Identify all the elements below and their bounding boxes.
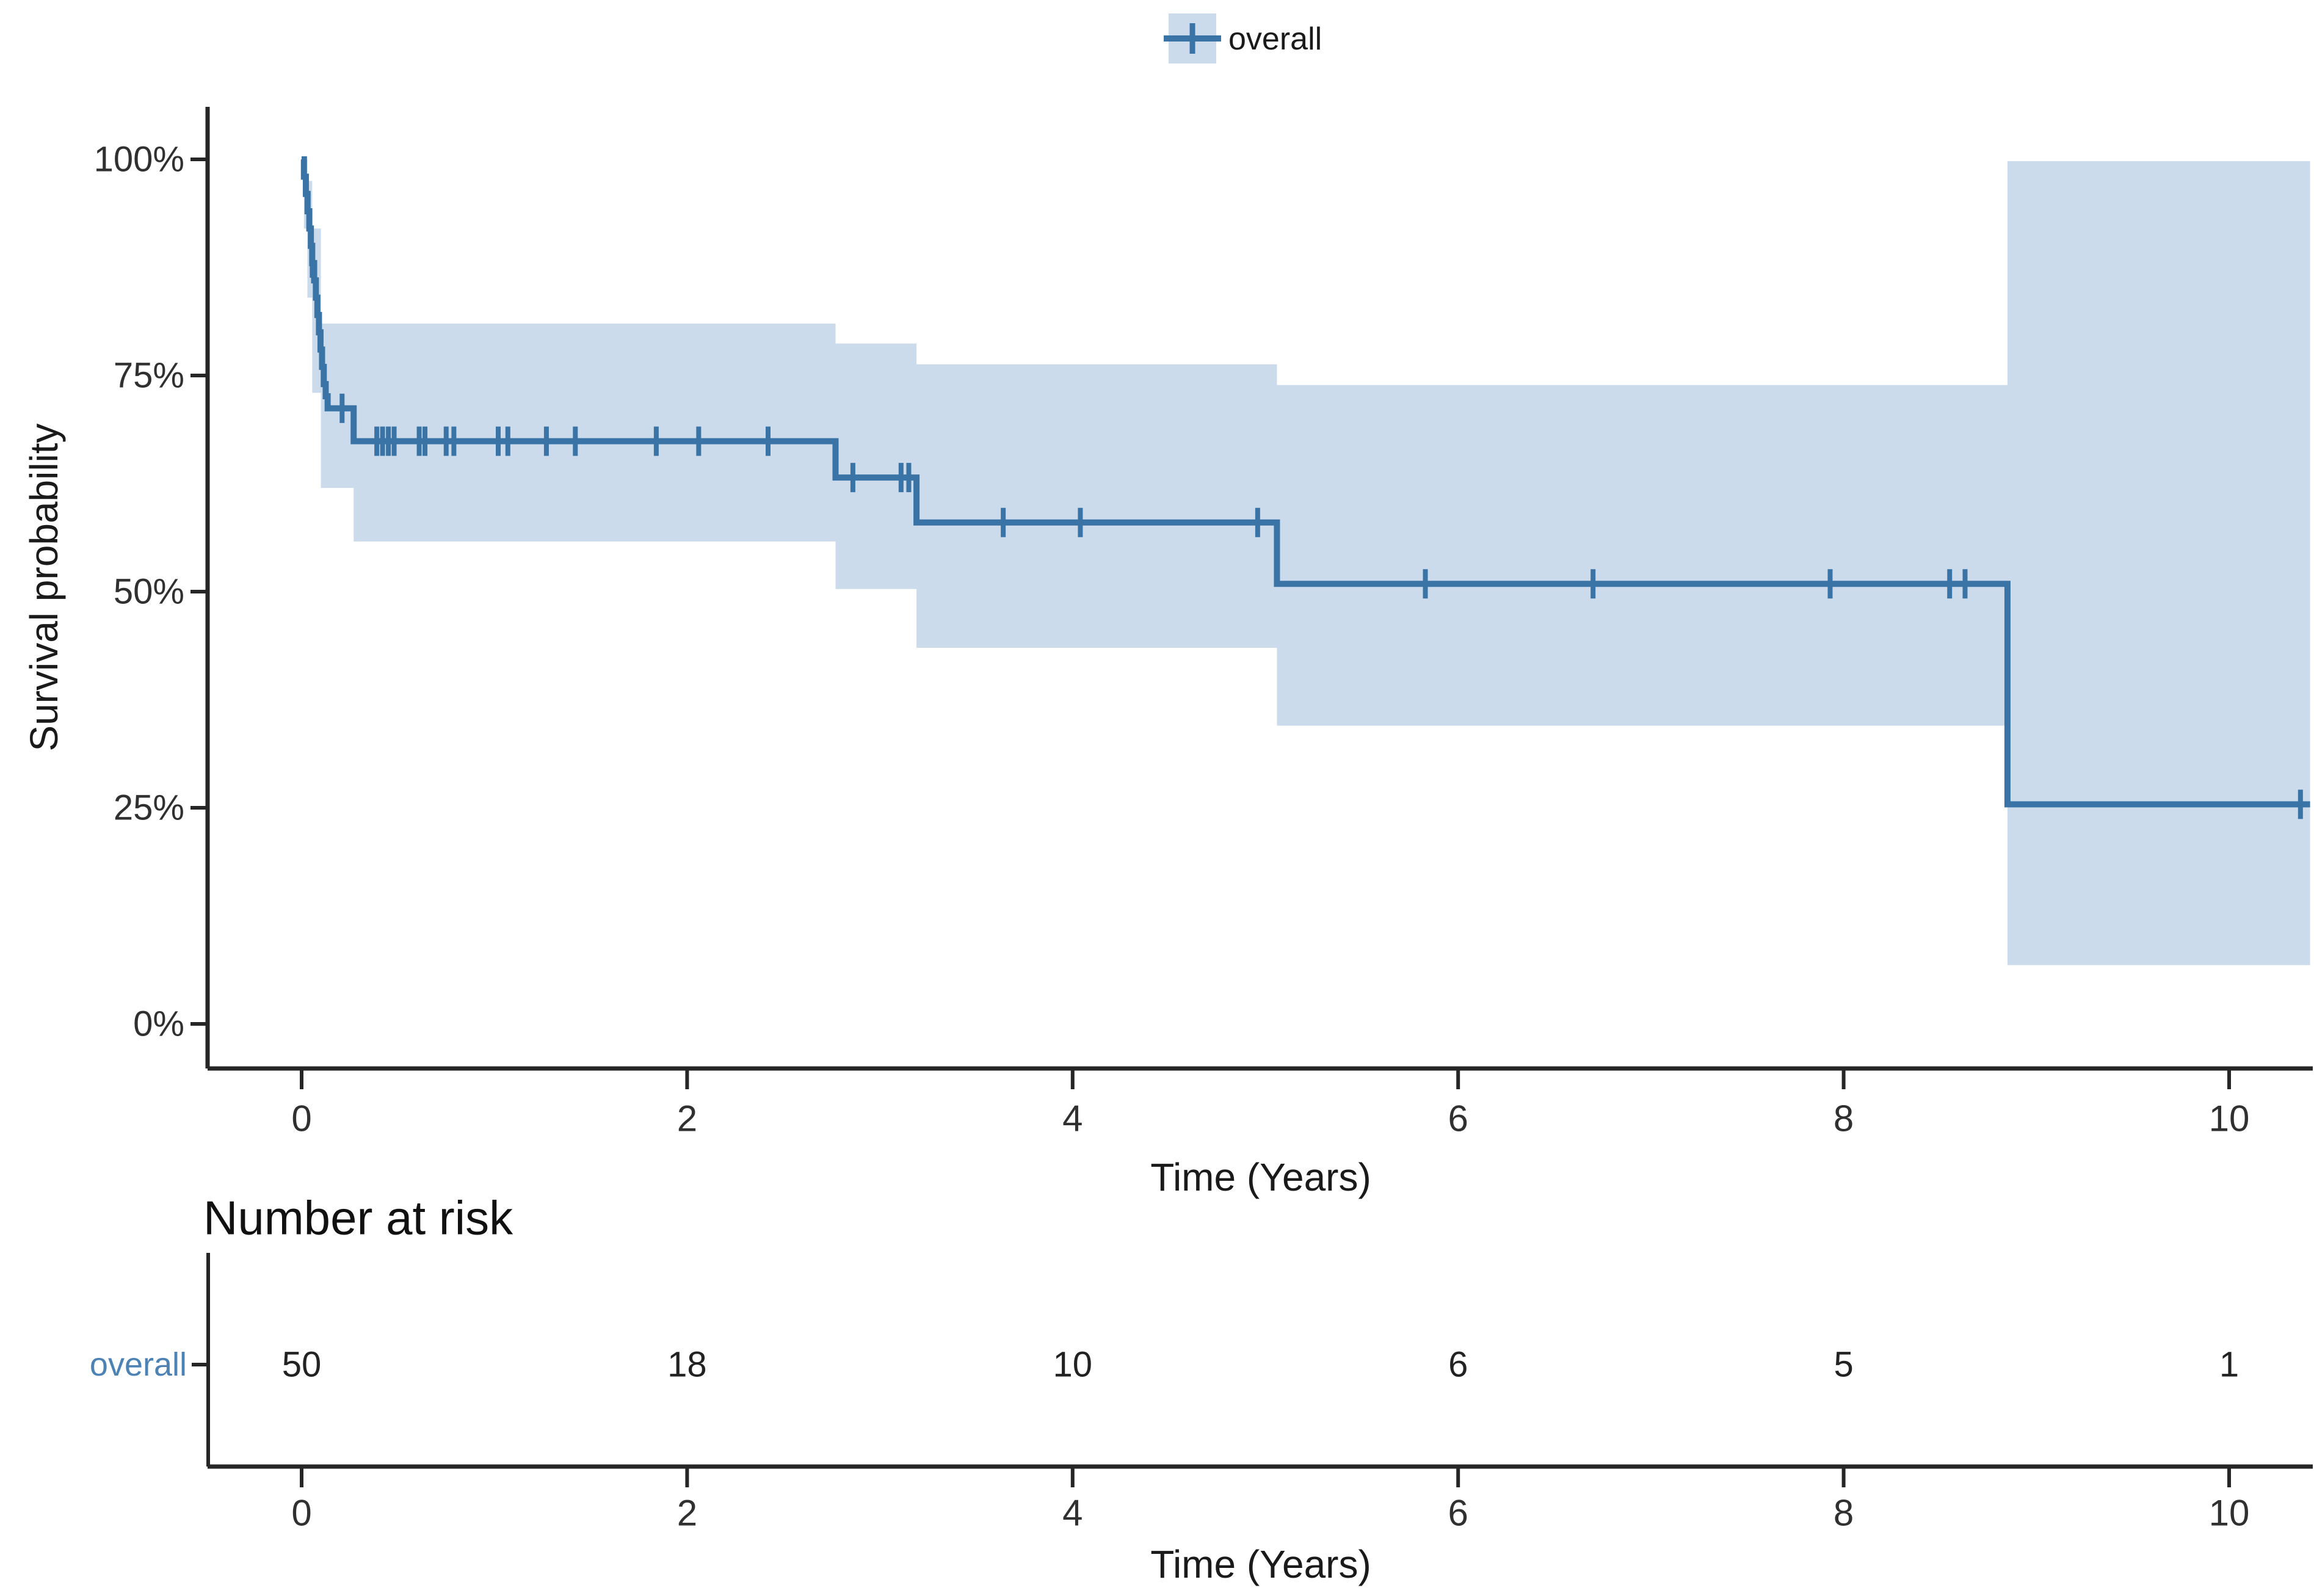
risk-x-axis-tick-label: 8 [1833,1493,1854,1534]
risk-x-axis-tick-label: 2 [677,1493,697,1534]
risk-table-title: Number at risk [203,1191,513,1245]
x-axis-tick-label: 2 [677,1098,697,1139]
x-axis-tick-label: 10 [2209,1098,2250,1139]
y-axis-tick-label: 100% [94,140,184,180]
number-at-risk-value: 50 [282,1345,322,1385]
number-at-risk-value: 18 [667,1345,707,1385]
risk-x-axis-tick-label: 6 [1448,1493,1468,1534]
main-plot-axes [205,107,2313,1071]
legend-entry-overall-label: overall [1228,21,1322,57]
x-axis-tick-label: 8 [1833,1098,1854,1139]
risk-x-axis-tick-label: 4 [1062,1493,1083,1534]
legend-key [1164,13,1221,63]
confidence-interval-band [303,159,2310,965]
x-axis-title: Time (Years) [1150,1155,1371,1199]
number-at-risk-value: 10 [1053,1345,1093,1385]
x-axis-tick-label: 4 [1062,1098,1083,1139]
risk-table-row-label-overall: overall [89,1346,187,1383]
y-axis-tick-label: 0% [133,1004,184,1044]
risk-x-axis-tick-label: 0 [291,1493,311,1534]
x-axis-tick-label: 0 [291,1098,311,1139]
x-axis-tick-label: 6 [1448,1098,1468,1139]
y-axis-title: Survival probability [22,423,66,752]
y-axis-tick-label: 25% [114,788,184,828]
number-at-risk-value: 1 [2219,1345,2239,1385]
number-at-risk-value: 6 [1448,1345,1468,1385]
number-at-risk-value: 5 [1833,1345,1853,1385]
censor-marks [310,248,2303,819]
risk-table-x-axis-title: Time (Years) [1150,1542,1371,1586]
y-axis-tick-label: 75% [114,356,184,396]
risk-table-panel: 0 2 4 6 8 10 50 18 10 6 5 1 [192,1253,2313,1534]
y-axis-tick-label: 50% [114,572,184,612]
risk-x-axis-tick-label: 10 [2209,1493,2250,1534]
survival-step-curve [300,156,2310,808]
